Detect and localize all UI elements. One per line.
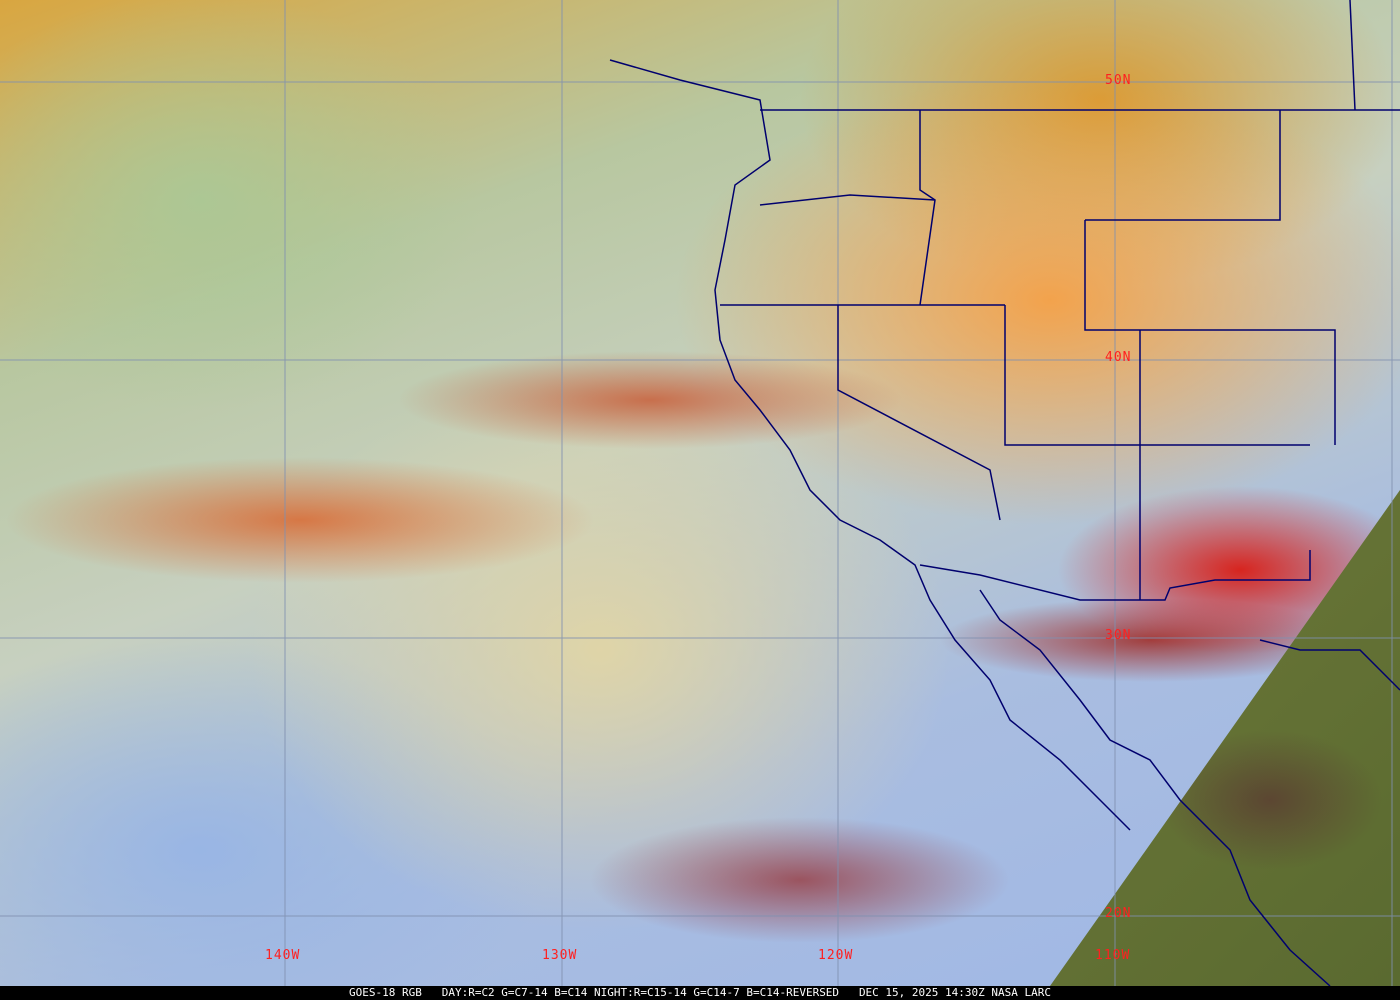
lat-label-20n: 20N (1105, 906, 1132, 921)
nv-az-border (1004, 305, 1310, 446)
caption-credit: NASA LARC (991, 986, 1052, 999)
ca-nv-border (837, 305, 1001, 521)
wy-co-border (1084, 220, 1336, 445)
mt-wy-border (1085, 110, 1281, 221)
lon-label-130w: 130W (542, 948, 578, 963)
caption-satellite: GOES-18 RGB (348, 986, 422, 999)
caption-recipe: DAY:R=C2 G=C7-14 B=C14 NIGHT:R=C15-14 G=… (441, 986, 840, 999)
lon-label-110w: 110W (1095, 948, 1131, 963)
lat-label-50n: 50N (1105, 73, 1132, 88)
borders (609, 0, 1400, 986)
id-border (919, 110, 936, 306)
caption-datetime: DEC 15, 2025 14:30Z (858, 986, 985, 999)
lat-label-40n: 40N (1105, 350, 1132, 365)
lat-label-30n: 30N (1105, 628, 1132, 643)
lon-label-120w: 120W (818, 948, 854, 963)
us-mexico-border (919, 550, 1311, 601)
wa-or-border (759, 194, 936, 206)
coastline-gulf (979, 589, 1331, 986)
coastline-mexico-east (1259, 639, 1400, 691)
coastline-west (609, 59, 1131, 831)
caption-bar: GOES-18 RGB DAY:R=C2 G=C7-14 B=C14 NIGHT… (0, 986, 1400, 1000)
lon-label-140w: 140W (265, 948, 301, 963)
bc-border (1349, 0, 1356, 111)
